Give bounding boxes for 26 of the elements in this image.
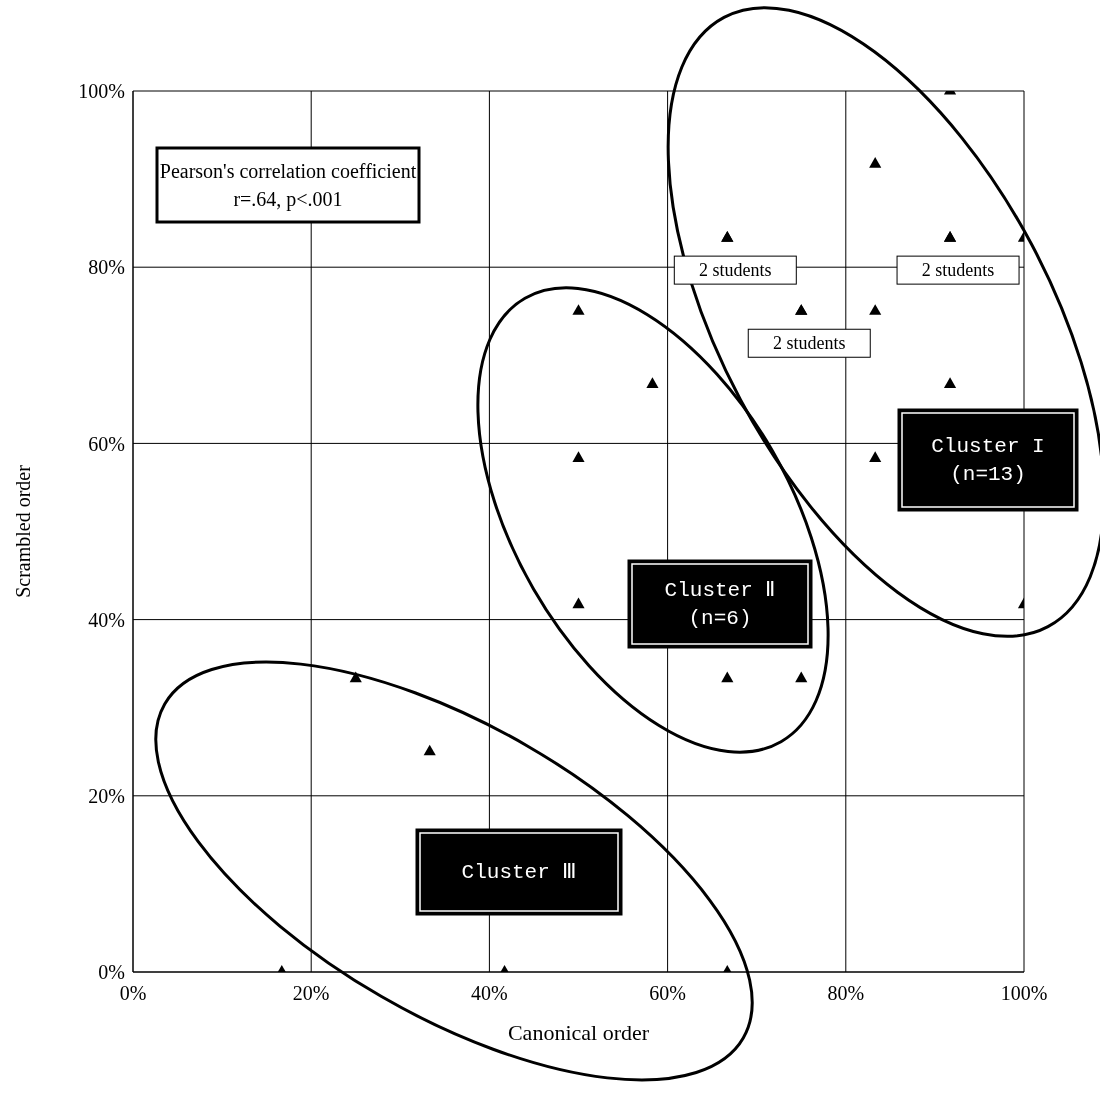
annotation: Cluster I (n=13): [931, 434, 1045, 486]
x-tick-label: 60%: [649, 982, 686, 1005]
annotation: 2 students: [921, 260, 995, 281]
x-tick-label: 100%: [1000, 982, 1048, 1005]
x-tick-label: 40%: [471, 982, 508, 1005]
annotation: r=.64, p<.001: [233, 188, 343, 211]
text-box: Pearson's correlation coefficient r=.64, p<.001: [155, 146, 421, 224]
x-axis-title: Canonical order: [507, 1020, 650, 1045]
label-box: Cluster Ⅱ (n=6): [627, 559, 813, 649]
y-tick-label: 0%: [98, 961, 125, 984]
y-tick-label: 40%: [88, 608, 125, 631]
x-tick-label: 20%: [292, 982, 330, 1005]
x-tick-label: 80%: [827, 982, 865, 1005]
y-axis-title: Scrambled order: [12, 464, 35, 598]
annotation: 2 students: [772, 333, 846, 354]
annotation: Cluster Ⅲ: [461, 860, 577, 884]
label-box: Cluster I (n=13): [897, 408, 1079, 512]
annotation: Cluster Ⅱ (n=6): [664, 578, 776, 630]
y-tick-label: 20%: [88, 784, 125, 807]
y-tick-label: 80%: [88, 256, 125, 279]
label-box: Cluster Ⅲ: [415, 828, 623, 916]
annotation: Pearson's correlation coefficient: [159, 160, 417, 182]
y-tick-label: 60%: [88, 432, 125, 455]
y-tick-label: 100%: [78, 80, 125, 103]
annotation: 2 students: [699, 260, 772, 281]
x-tick-label: 0%: [119, 982, 147, 1005]
